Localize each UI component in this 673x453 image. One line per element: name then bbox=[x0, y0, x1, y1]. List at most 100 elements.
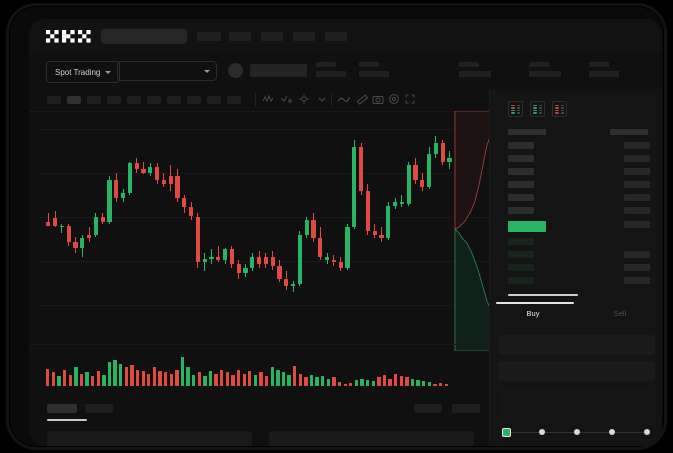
volume-bar bbox=[315, 377, 319, 386]
volume-bar bbox=[427, 382, 432, 386]
orderbook-bid-price-3[interactable] bbox=[508, 277, 534, 284]
compare-icon[interactable] bbox=[279, 92, 293, 106]
candle-body bbox=[168, 176, 173, 184]
timeframe-5[interactable] bbox=[147, 96, 161, 104]
candle-wick bbox=[217, 245, 219, 263]
volume-bar bbox=[147, 373, 151, 386]
nav-item-3[interactable] bbox=[293, 32, 315, 41]
orderbook-ask-qty-1[interactable] bbox=[624, 155, 650, 162]
bottom-tab-1[interactable] bbox=[85, 404, 113, 413]
timeframe-0[interactable] bbox=[47, 96, 61, 104]
search-input[interactable] bbox=[101, 29, 187, 44]
ticker-bar: Spot Trading bbox=[29, 53, 662, 89]
candle-body bbox=[134, 163, 139, 169]
candle bbox=[195, 111, 201, 326]
candle bbox=[73, 111, 78, 326]
volume-bar bbox=[102, 374, 106, 386]
volume-bar bbox=[399, 376, 403, 386]
orderbook-ask-qty-2[interactable] bbox=[624, 168, 650, 175]
ticker-stat-4 bbox=[589, 62, 619, 77]
bottom-action-1[interactable] bbox=[452, 404, 480, 413]
orderbook-ask-price-4[interactable] bbox=[508, 194, 534, 201]
timeframe-6[interactable] bbox=[167, 96, 181, 104]
candlestick-chart[interactable] bbox=[29, 111, 489, 326]
candle-body bbox=[73, 242, 78, 248]
candle bbox=[114, 111, 119, 326]
indicator-icon[interactable] bbox=[261, 92, 275, 106]
orderbook-list[interactable] bbox=[490, 127, 662, 296]
orderbook-ask-price-0[interactable] bbox=[508, 142, 534, 149]
candle bbox=[345, 111, 350, 326]
ruler-icon[interactable] bbox=[355, 92, 369, 106]
nav-item-4[interactable] bbox=[325, 32, 347, 41]
order-price-field[interactable] bbox=[498, 335, 655, 355]
volume-bar bbox=[141, 371, 145, 386]
volume-bar bbox=[410, 378, 415, 386]
market-type-selector[interactable]: Spot Trading bbox=[46, 61, 121, 83]
orderbook-ask-qty-5[interactable] bbox=[624, 207, 650, 214]
orderbook-bid-price-1[interactable] bbox=[508, 251, 534, 258]
order-amount-field[interactable] bbox=[498, 361, 655, 381]
okx-logo[interactable] bbox=[46, 30, 92, 43]
candle-body bbox=[236, 264, 241, 274]
volume-bar bbox=[163, 372, 168, 386]
slider-handle[interactable] bbox=[502, 427, 511, 437]
tab-buy[interactable]: Buy bbox=[526, 309, 540, 318]
target-icon[interactable] bbox=[387, 92, 401, 106]
stat-value bbox=[316, 71, 346, 77]
orderbook-bid-qty-3[interactable] bbox=[624, 277, 650, 284]
bottom-action-0[interactable] bbox=[414, 404, 442, 413]
timeframe-4[interactable] bbox=[127, 96, 141, 104]
orderbook-ask-qty-4[interactable] bbox=[624, 194, 650, 201]
timeframe-1[interactable] bbox=[67, 96, 81, 104]
timeframe-9[interactable] bbox=[227, 96, 241, 104]
order-total-field[interactable] bbox=[498, 389, 655, 417]
fullscreen-icon[interactable] bbox=[403, 92, 417, 106]
camera-icon[interactable] bbox=[371, 92, 385, 106]
candle bbox=[155, 111, 160, 326]
line-chart-icon[interactable] bbox=[337, 92, 351, 106]
volume-bar bbox=[365, 379, 370, 386]
trading-pair-selector[interactable] bbox=[117, 61, 217, 81]
bottom-tab-0[interactable] bbox=[47, 404, 77, 413]
orderbook-header-qty[interactable] bbox=[610, 129, 648, 135]
candle-body bbox=[223, 249, 228, 261]
orderbook-bids-icon[interactable] bbox=[530, 101, 545, 117]
orderbook-asks-icon[interactable] bbox=[552, 101, 567, 117]
candle-body bbox=[277, 265, 282, 279]
nav-item-0[interactable] bbox=[197, 32, 221, 41]
timeframe-8[interactable] bbox=[207, 96, 221, 104]
slider-step-100[interactable] bbox=[644, 429, 650, 435]
orderbook-both-icon[interactable] bbox=[508, 101, 523, 117]
orderbook-bid-price-2[interactable] bbox=[508, 264, 534, 271]
timeframe-3[interactable] bbox=[107, 96, 121, 104]
orderbook-ask-price-2[interactable] bbox=[508, 168, 534, 175]
orderbook-ask-qty-0[interactable] bbox=[624, 142, 650, 149]
orderbook-header-price[interactable] bbox=[508, 129, 546, 135]
tab-sell[interactable]: Sell bbox=[613, 309, 627, 318]
orderbook-bid-price-0[interactable] bbox=[508, 238, 534, 245]
candle-body bbox=[318, 238, 323, 257]
timeframe-7[interactable] bbox=[187, 96, 201, 104]
slider-step-75[interactable] bbox=[609, 429, 615, 435]
volume-bar bbox=[382, 374, 387, 386]
orderbook-bid-qty-1[interactable] bbox=[624, 251, 650, 258]
slider-step-25[interactable] bbox=[539, 429, 545, 435]
nav-item-1[interactable] bbox=[229, 32, 251, 41]
slider-step-50[interactable] bbox=[574, 429, 580, 435]
chevron-down-icon[interactable] bbox=[315, 92, 329, 106]
settings-icon[interactable] bbox=[297, 92, 311, 106]
volume-bar bbox=[203, 376, 207, 386]
orderbook-ask-price-3[interactable] bbox=[508, 181, 534, 188]
nav-item-2[interactable] bbox=[261, 32, 283, 41]
orderbook-last-price[interactable] bbox=[508, 221, 546, 232]
candle-body bbox=[127, 163, 133, 193]
orderbook-ask-price-5[interactable] bbox=[508, 207, 534, 214]
volume-bar bbox=[388, 378, 392, 386]
orderbook-last-qty[interactable] bbox=[624, 221, 650, 228]
orderbook-ask-price-1[interactable] bbox=[508, 155, 534, 162]
amount-slider[interactable] bbox=[502, 427, 652, 437]
orderbook-ask-qty-3[interactable] bbox=[624, 181, 650, 188]
timeframe-2[interactable] bbox=[87, 96, 101, 104]
orderbook-bid-qty-2[interactable] bbox=[624, 264, 650, 271]
